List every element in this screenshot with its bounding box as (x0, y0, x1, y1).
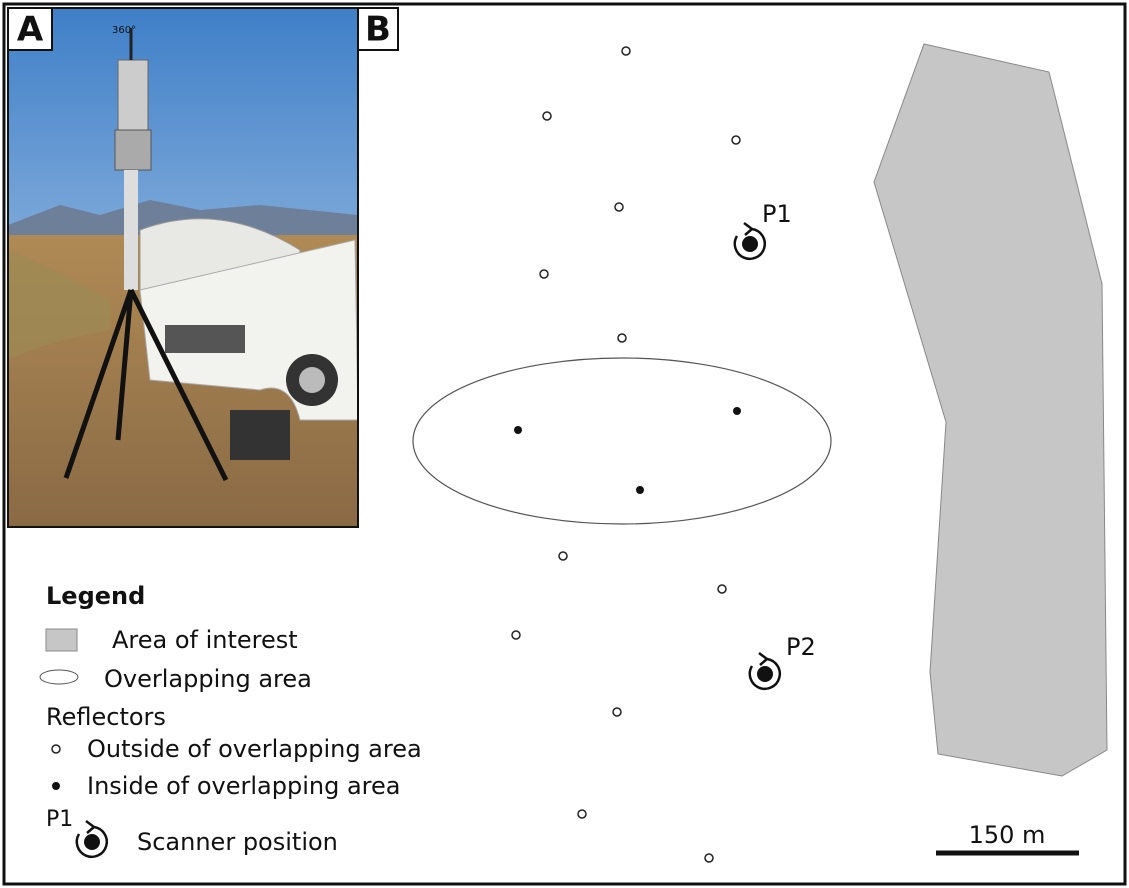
legend-item: Inside of overlapping area (87, 772, 400, 800)
legend-title: Legend (46, 582, 145, 610)
legend-scanner-label: P1 (46, 807, 73, 832)
legend-swatch (52, 745, 60, 753)
figure: 360° A B P1 P2 150 m Legend Area of inte… (0, 0, 1129, 888)
legend-swatch (52, 782, 60, 790)
scanner-label: P1 (762, 200, 792, 228)
legend-item: Scanner position (137, 828, 338, 856)
scale-label: 150 m (969, 821, 1046, 849)
legend-swatch (46, 629, 77, 651)
panel-label: A (17, 10, 44, 50)
scanner-label: P2 (786, 633, 816, 661)
page: {"panels": {"a": {"label": "A", "annotat… (0, 0, 1129, 888)
legend-heading: Reflectors (46, 703, 166, 731)
photo-annotation: 360° (112, 25, 136, 36)
panel-label: B (365, 10, 391, 50)
photo: 360° (8, 8, 358, 527)
legend-item: Outside of overlapping area (87, 735, 422, 763)
legend-item: Overlapping area (104, 665, 312, 693)
legend-item: Area of interest (112, 626, 298, 654)
